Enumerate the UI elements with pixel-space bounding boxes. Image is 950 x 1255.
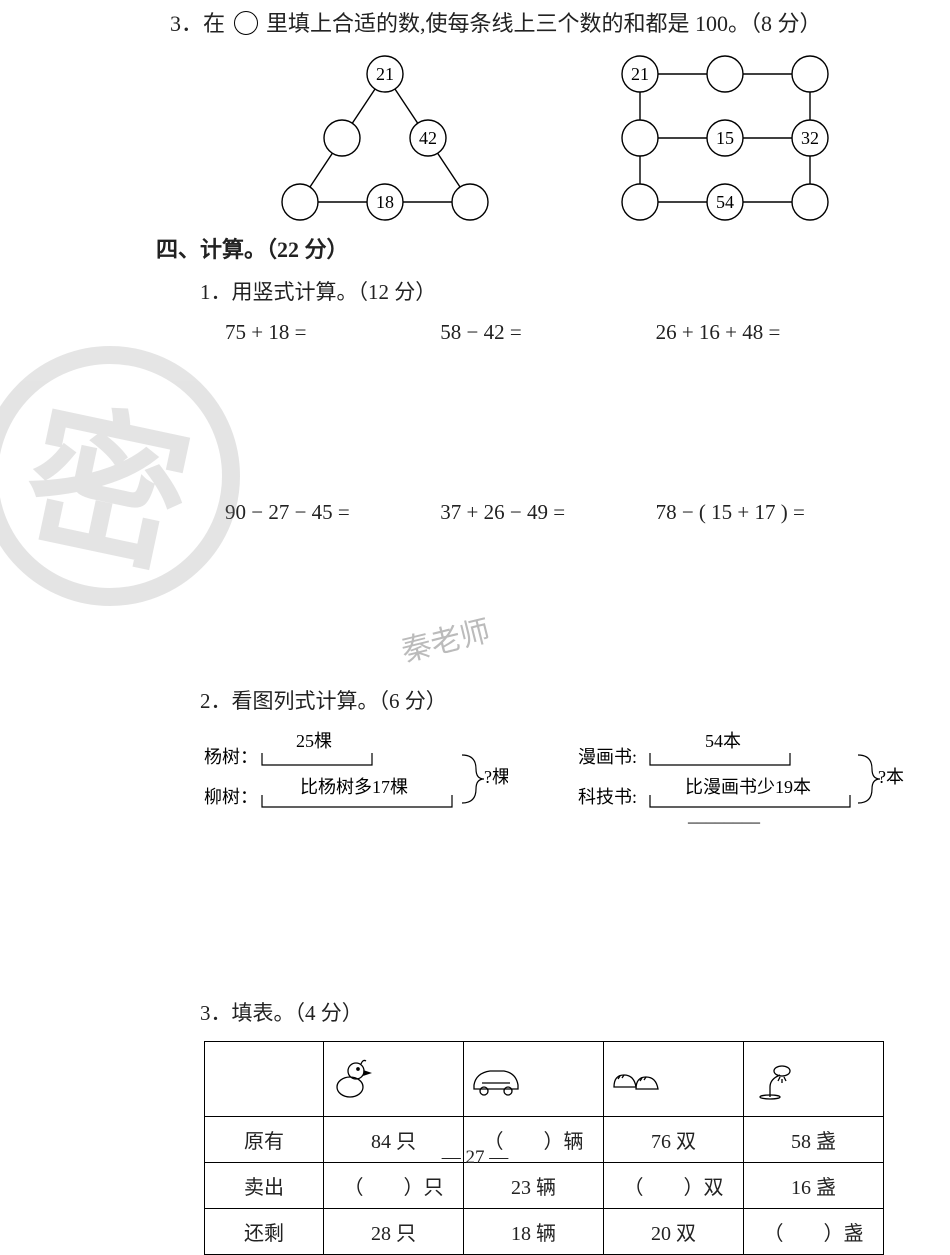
bar-diagram-right: 漫画书: 科技书: 54本 比漫画书少19本 ?本 ________ [578,727,910,827]
triangle-right-mid-value: 42 [419,128,437,148]
q3-text-before: 在 [203,11,231,36]
sub2-title: 2．看图列式计算。（6 分） [200,685,910,715]
table-row: 卖出 （ ）只 23 辆 （ ）双 16 盏 [205,1163,884,1209]
row2-label: 卖出 [205,1163,324,1209]
row3-label: 还剩 [205,1209,324,1255]
equation-row-2: 90 − 27 − 45 = 37 + 26 − 49 = 78 − ( 15 … [225,500,910,525]
left-label2: 柳树： [204,787,258,807]
eq-2-1: 90 − 27 − 45 = [225,500,440,525]
left-bottom-val: 比杨树多17棵 [300,777,408,797]
q3-text-after: 里填上合适的数,使每条线上三个数的和都是 100。（8 分） [261,11,822,36]
bar-diagram-left: 杨树： 柳树： 25棵 比杨树多17棵 ?棵 [204,727,508,827]
cell: （ ）只 [324,1163,464,1209]
section-4-title: 四、计算。（22 分） [156,232,910,264]
sub3-title: 3．填表。（4 分） [200,997,910,1027]
grid-mid-mid-value: 15 [716,128,734,148]
bar-diagrams-row: 杨树： 柳树： 25棵 比杨树多17棵 ?棵 漫画书: 科技书: 54本 比 [204,727,910,827]
triangle-bottom-mid-value: 18 [376,192,394,212]
left-unit: ?棵 [484,767,508,787]
q3-number: 3． [170,11,203,36]
page-number: — 27 — [0,1147,950,1169]
sub1-title: 1．用竖式计算。（12 分） [200,276,910,306]
left-label1: 杨树： [204,747,258,767]
grid-diagram: 21 15 32 54 [610,52,840,222]
right-unit: ?本 [878,767,904,787]
eq-2-3: 78 − ( 15 + 17 ) = [656,500,910,525]
eq-2-2: 37 + 26 − 49 = [440,500,655,525]
left-top-val: 25棵 [296,731,332,751]
right-bottom-val: 比漫画书少19本 [685,777,811,797]
blank-circle-icon [234,11,258,35]
cell: 18 辆 [464,1209,604,1255]
watermark-seal: 密 [0,346,240,606]
table-header-row [205,1042,884,1117]
grid-mid-right-value: 32 [801,128,819,148]
cell: （ ）双 [604,1163,744,1209]
cell: 23 辆 [464,1163,604,1209]
diagrams-row: 21 42 18 21 15 [270,52,910,222]
grid-top-left-value: 21 [631,64,649,84]
eq-1-2: 58 − 42 = [440,320,655,345]
equation-row-1: 75 + 18 = 58 − 42 = 26 + 16 + 48 = [225,320,910,345]
lamp-icon [748,1057,792,1101]
car-icon [468,1059,524,1099]
cell: 16 盏 [744,1163,884,1209]
eq-1-1: 75 + 18 = [225,320,440,345]
right-label2: 科技书: [578,787,637,807]
cell: （ ）盏 [744,1209,884,1255]
right-top-val: 54本 [705,731,741,751]
question-3: 3．在 里填上合适的数,使每条线上三个数的和都是 100。（8 分） [170,6,910,38]
watermark-seal-char: 密 [0,322,264,630]
right-underscore: ________ [687,805,761,825]
table-row: 还剩 28 只 18 辆 20 双 （ ）盏 [205,1209,884,1255]
triangle-top-value: 21 [376,64,394,84]
triangle-diagram: 21 42 18 [270,52,500,222]
eq-1-3: 26 + 16 + 48 = [656,320,910,345]
cell: 28 只 [324,1209,464,1255]
right-label1: 漫画书: [578,747,637,767]
shoes-icon [608,1059,664,1099]
cell: 20 双 [604,1209,744,1255]
duck-icon [328,1057,372,1101]
grid-bottom-mid-value: 54 [716,192,734,212]
